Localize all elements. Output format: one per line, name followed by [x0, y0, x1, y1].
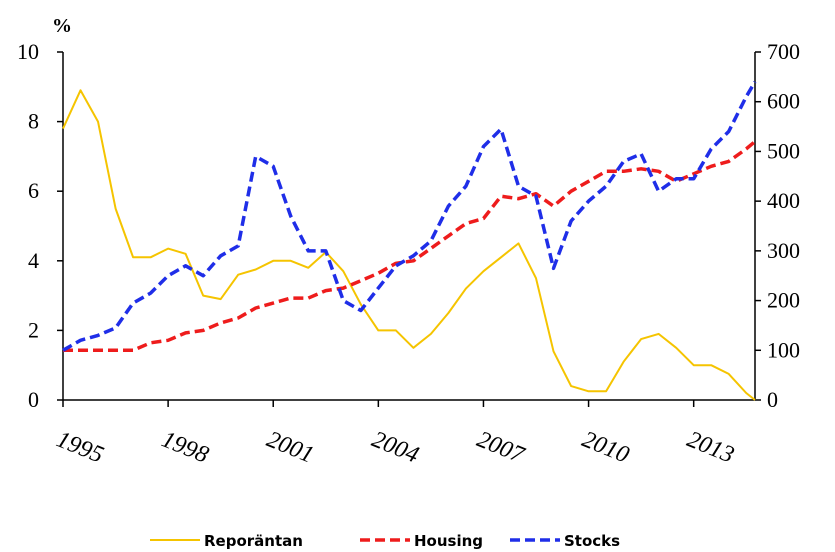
y-tick-label: 2 — [28, 317, 39, 342]
y-axis-label: % — [52, 15, 72, 37]
x-tick-label: 2013 — [683, 426, 737, 468]
y-tick-label: 6 — [28, 178, 39, 203]
x-tick-label: 2004 — [368, 426, 422, 468]
legend-label: Housing — [414, 532, 483, 550]
x-tick-label: 2001 — [263, 426, 317, 468]
legend-label: Stocks — [564, 532, 620, 550]
series-line — [63, 140, 757, 353]
y-tick-label: 8 — [28, 109, 39, 134]
y2-tick-label: 200 — [767, 288, 800, 313]
y-tick-label: 4 — [28, 248, 39, 273]
x-tick-label: 2007 — [473, 426, 528, 468]
y2-tick-label: 100 — [767, 337, 800, 362]
x-tick-label: 1995 — [53, 426, 107, 468]
y2-tick-label: 300 — [767, 238, 800, 263]
y2-tick-label: 400 — [767, 188, 800, 213]
x-tick-label: 1998 — [158, 426, 212, 468]
y2-tick-label: 700 — [767, 39, 800, 64]
series-line — [62, 89, 756, 401]
y-tick-label: 0 — [28, 387, 39, 412]
x-tick-label: 2010 — [578, 426, 632, 468]
legend-label: Reporäntan — [204, 532, 303, 550]
series-line — [62, 80, 757, 352]
y2-tick-label: 600 — [767, 89, 800, 114]
y2-tick-label: 0 — [767, 387, 778, 412]
y2-tick-label: 500 — [767, 138, 800, 163]
y-tick-label: 10 — [17, 39, 39, 64]
